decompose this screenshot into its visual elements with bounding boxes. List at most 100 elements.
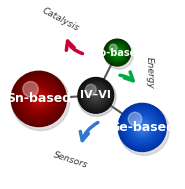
Circle shape bbox=[133, 119, 151, 136]
Circle shape bbox=[107, 42, 128, 63]
Circle shape bbox=[31, 91, 47, 107]
Circle shape bbox=[90, 89, 102, 101]
Circle shape bbox=[85, 85, 107, 106]
Text: Ge-based: Ge-based bbox=[109, 121, 175, 134]
Circle shape bbox=[34, 94, 43, 104]
Circle shape bbox=[79, 78, 113, 113]
Circle shape bbox=[87, 86, 105, 104]
Circle shape bbox=[85, 84, 96, 95]
Circle shape bbox=[88, 87, 104, 104]
Circle shape bbox=[141, 126, 144, 129]
Circle shape bbox=[108, 43, 127, 62]
Circle shape bbox=[91, 91, 101, 100]
Circle shape bbox=[86, 85, 106, 105]
Circle shape bbox=[133, 118, 152, 137]
Circle shape bbox=[90, 90, 101, 101]
Circle shape bbox=[113, 48, 122, 57]
Circle shape bbox=[120, 105, 165, 150]
Circle shape bbox=[126, 111, 158, 143]
Circle shape bbox=[113, 49, 121, 57]
Circle shape bbox=[95, 94, 97, 97]
Circle shape bbox=[15, 75, 63, 123]
Circle shape bbox=[80, 79, 112, 111]
Circle shape bbox=[137, 123, 147, 132]
Circle shape bbox=[83, 82, 109, 108]
Circle shape bbox=[122, 107, 162, 147]
Circle shape bbox=[78, 78, 116, 116]
Circle shape bbox=[18, 78, 60, 120]
Circle shape bbox=[35, 95, 43, 103]
Circle shape bbox=[135, 120, 149, 135]
Text: Energy: Energy bbox=[144, 57, 154, 89]
Circle shape bbox=[82, 81, 110, 110]
Circle shape bbox=[104, 39, 131, 66]
Circle shape bbox=[36, 96, 42, 102]
Circle shape bbox=[110, 44, 117, 52]
Text: Sensors: Sensors bbox=[53, 151, 89, 170]
Circle shape bbox=[114, 49, 121, 56]
Circle shape bbox=[132, 117, 153, 138]
Circle shape bbox=[80, 80, 111, 111]
Circle shape bbox=[129, 115, 155, 140]
Circle shape bbox=[136, 121, 149, 134]
Circle shape bbox=[131, 116, 153, 139]
Circle shape bbox=[115, 51, 119, 54]
Circle shape bbox=[111, 46, 124, 59]
Circle shape bbox=[119, 104, 165, 151]
Circle shape bbox=[78, 77, 114, 113]
Circle shape bbox=[25, 85, 53, 113]
Circle shape bbox=[140, 125, 145, 130]
Circle shape bbox=[112, 48, 122, 57]
Circle shape bbox=[109, 45, 125, 61]
Circle shape bbox=[121, 107, 163, 148]
Circle shape bbox=[86, 86, 105, 105]
Circle shape bbox=[89, 89, 102, 102]
Circle shape bbox=[127, 112, 157, 143]
Circle shape bbox=[81, 81, 111, 110]
Circle shape bbox=[128, 112, 142, 126]
Circle shape bbox=[11, 71, 66, 126]
Circle shape bbox=[24, 84, 54, 114]
Circle shape bbox=[33, 93, 44, 105]
Circle shape bbox=[16, 76, 62, 122]
Circle shape bbox=[83, 83, 108, 108]
Circle shape bbox=[38, 98, 40, 100]
Circle shape bbox=[112, 47, 123, 58]
Circle shape bbox=[128, 113, 157, 142]
Circle shape bbox=[18, 79, 59, 119]
Circle shape bbox=[105, 41, 133, 69]
Circle shape bbox=[110, 45, 124, 60]
Circle shape bbox=[124, 109, 161, 146]
Text: Sn-based: Sn-based bbox=[6, 92, 71, 105]
Text: Pb-based: Pb-based bbox=[92, 48, 143, 58]
Circle shape bbox=[115, 50, 120, 55]
Circle shape bbox=[125, 110, 160, 145]
Circle shape bbox=[32, 92, 45, 105]
Circle shape bbox=[105, 40, 130, 65]
Circle shape bbox=[123, 108, 162, 147]
Circle shape bbox=[130, 115, 154, 139]
Circle shape bbox=[139, 124, 145, 131]
Circle shape bbox=[93, 93, 98, 98]
Text: IV–VI: IV–VI bbox=[80, 90, 111, 100]
Circle shape bbox=[29, 89, 49, 109]
Circle shape bbox=[112, 47, 123, 58]
Circle shape bbox=[28, 88, 50, 110]
Circle shape bbox=[121, 106, 164, 149]
Circle shape bbox=[30, 90, 48, 108]
Circle shape bbox=[107, 42, 127, 63]
Circle shape bbox=[138, 123, 146, 131]
Circle shape bbox=[137, 122, 148, 133]
Circle shape bbox=[13, 73, 65, 125]
Circle shape bbox=[23, 83, 55, 115]
Circle shape bbox=[92, 91, 100, 99]
Circle shape bbox=[115, 50, 120, 55]
Circle shape bbox=[116, 52, 118, 53]
Circle shape bbox=[85, 84, 107, 107]
Circle shape bbox=[27, 87, 51, 111]
Circle shape bbox=[118, 103, 166, 152]
Circle shape bbox=[109, 44, 126, 61]
Circle shape bbox=[12, 72, 65, 126]
Circle shape bbox=[134, 119, 150, 136]
Circle shape bbox=[116, 51, 119, 54]
